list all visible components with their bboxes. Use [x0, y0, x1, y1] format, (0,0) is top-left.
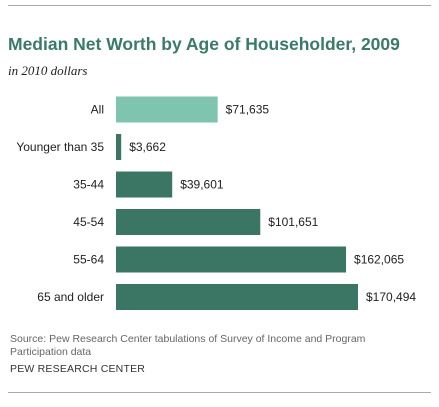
category-label-45-54: 45-54	[73, 215, 104, 229]
bar-55-64	[116, 246, 347, 273]
chart-subtitle: in 2010 dollars	[8, 63, 88, 78]
bar-45-54	[116, 209, 261, 235]
bar-younger-than-35	[116, 134, 122, 160]
source-note: Source: Pew Research Center tabulations …	[10, 333, 366, 358]
top-rule	[8, 5, 431, 6]
value-label-65-and-older: $170,494	[366, 290, 416, 304]
value-label-all: $71,635	[226, 103, 270, 117]
value-label-45-54: $101,651	[268, 215, 318, 229]
value-label-55-64: $162,065	[354, 253, 404, 267]
category-label-all: All	[91, 103, 104, 117]
category-label-55-64: 55-64	[73, 253, 104, 267]
category-label-younger-than-35: Younger than 35	[16, 140, 104, 154]
bar-65-and-older	[116, 284, 358, 310]
bar-chart: All $71,635 Younger than 35 $3,662 35-44 $39,…	[16, 96, 416, 310]
category-label-65-and-older: 65 and older	[37, 290, 104, 304]
value-label-35-44: $39,601	[180, 178, 224, 192]
credit-line: PEW RESEARCH CENTER	[10, 363, 146, 375]
value-label-younger-than-35: $3,662	[129, 140, 166, 154]
category-label-35-44: 35-44	[73, 178, 104, 192]
bottom-rule	[8, 392, 431, 393]
bar-35-44	[116, 171, 173, 198]
chart-title: Median Net Worth by Age of Householder, …	[8, 34, 400, 54]
bar-all	[116, 96, 218, 123]
